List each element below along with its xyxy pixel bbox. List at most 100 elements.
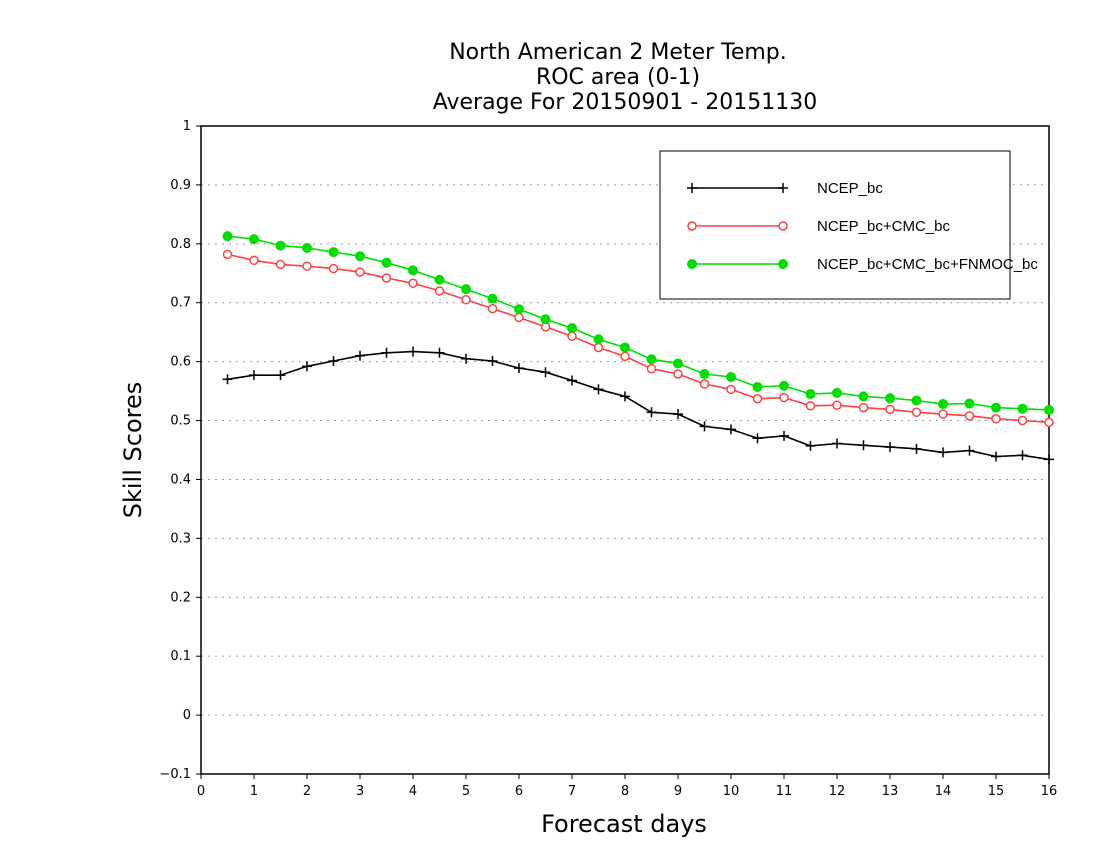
data-point <box>832 438 842 449</box>
grid-lines <box>201 184 1049 716</box>
data-point <box>779 380 789 391</box>
data-point <box>911 443 922 454</box>
data-point <box>408 346 418 357</box>
legend-marker <box>687 221 697 231</box>
x-tick-label: 8 <box>621 784 629 799</box>
data-point <box>673 409 683 420</box>
y-tick-label: 1 <box>183 119 191 134</box>
data-point <box>752 393 763 404</box>
data-point <box>434 347 445 358</box>
data-point <box>275 259 286 270</box>
data-point <box>646 354 657 365</box>
legend-marker <box>687 183 697 193</box>
data-point <box>805 440 816 451</box>
data-point <box>487 303 498 314</box>
legend-marker <box>778 221 788 231</box>
legend-item-1: NCEP_bc <box>687 180 883 197</box>
data-point <box>726 371 736 382</box>
data-point <box>673 369 683 379</box>
data-point <box>461 353 471 364</box>
legend-marker <box>778 183 788 193</box>
data-point <box>222 231 233 242</box>
data-point <box>699 369 710 380</box>
data-point <box>593 334 604 345</box>
data-point <box>593 384 604 395</box>
data-point <box>964 398 975 409</box>
legend-item-2: NCEP_bc+CMC_bc <box>687 218 950 235</box>
data-point <box>222 374 233 385</box>
y-tick-label: 0.1 <box>170 649 191 664</box>
data-point <box>540 314 551 325</box>
data-point <box>355 251 365 262</box>
series-1 <box>222 346 1054 465</box>
data-point <box>620 342 630 353</box>
x-tick-label: 0 <box>197 784 205 799</box>
data-point <box>461 284 471 295</box>
data-point <box>567 331 577 342</box>
data-point <box>593 342 604 353</box>
data-point <box>832 400 842 410</box>
data-point <box>646 407 657 418</box>
data-point <box>964 445 975 456</box>
y-tick-label: 0.7 <box>170 296 191 311</box>
data-point <box>726 384 736 395</box>
data-point <box>991 414 1001 424</box>
series-layer <box>222 231 1054 465</box>
data-point <box>938 447 948 458</box>
data-point <box>514 312 524 323</box>
data-point <box>1017 450 1028 461</box>
x-tick-label: 13 <box>882 784 899 799</box>
data-point <box>885 393 895 404</box>
chart-title-line-3: Average For 20150901 - 20151130 <box>433 90 818 115</box>
data-point <box>408 265 418 276</box>
y-tick-label: 0.8 <box>170 237 191 252</box>
data-point <box>355 350 365 361</box>
x-tick-label: 4 <box>409 784 417 799</box>
x-axis-label: Forecast days <box>541 810 707 838</box>
data-point <box>514 304 524 315</box>
x-tick-label: 9 <box>674 784 682 799</box>
data-point <box>911 395 922 406</box>
data-point <box>1017 403 1028 414</box>
x-tick-label: 14 <box>935 784 952 799</box>
data-point <box>328 247 339 258</box>
data-point <box>858 402 869 413</box>
data-point <box>434 286 445 296</box>
data-point <box>1044 454 1054 465</box>
legend-marker <box>778 259 788 269</box>
data-point <box>302 242 312 253</box>
data-point <box>805 389 816 400</box>
data-point <box>991 402 1001 413</box>
data-point <box>964 411 975 421</box>
data-point <box>567 375 577 386</box>
data-point <box>381 257 392 268</box>
data-point <box>991 451 1001 462</box>
data-point <box>514 363 524 374</box>
series-2 <box>222 249 1054 428</box>
x-tick-label: 7 <box>568 784 576 799</box>
data-point <box>858 391 869 402</box>
x-tick-label: 1 <box>250 784 258 799</box>
data-point <box>938 399 948 410</box>
data-point <box>222 249 233 260</box>
legend-label: NCEP_bc <box>817 180 883 197</box>
data-point <box>646 363 657 374</box>
y-tick-label: 0 <box>183 708 191 723</box>
data-point <box>540 367 551 378</box>
chart-title: North American 2 Meter Temp. ROC area (0… <box>433 40 818 115</box>
y-axis-label: Skill Scores <box>119 382 147 519</box>
x-tick-label: 5 <box>462 784 470 799</box>
data-point <box>249 370 259 381</box>
data-point <box>1044 404 1054 415</box>
data-point <box>302 361 312 372</box>
data-point <box>249 234 259 245</box>
y-tick-label: 0.2 <box>170 590 191 605</box>
legend-marker <box>687 259 697 269</box>
data-point <box>805 401 816 411</box>
y-tick-label: −0.1 <box>159 767 191 782</box>
legend-item-3: NCEP_bc+CMC_bc+FNMOC_bc <box>687 256 1038 273</box>
legend-box <box>659 150 1011 300</box>
y-tick-label: 0.4 <box>170 472 191 487</box>
data-point <box>699 421 710 432</box>
series-3 <box>222 231 1054 415</box>
